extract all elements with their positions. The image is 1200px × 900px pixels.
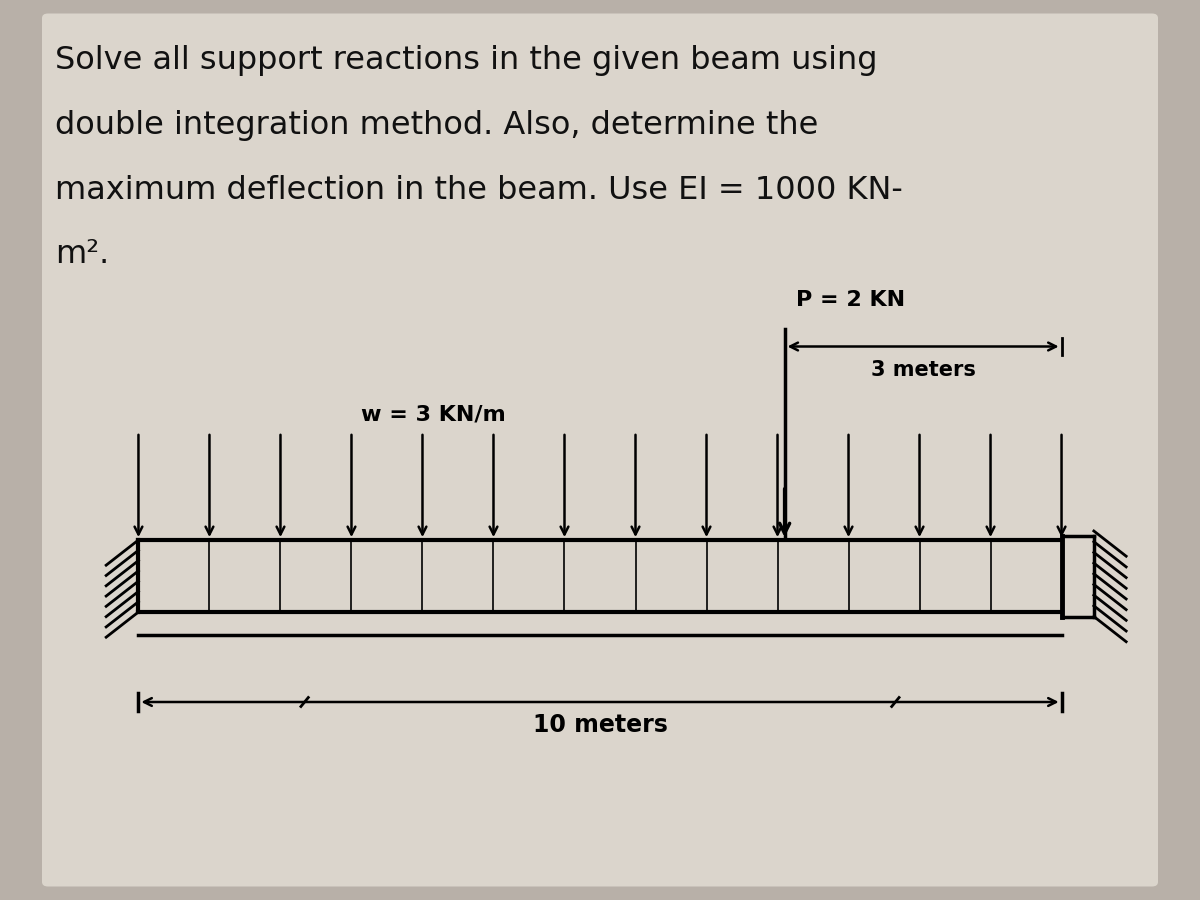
Text: 10 meters: 10 meters — [533, 713, 667, 737]
Text: P = 2 KN: P = 2 KN — [796, 291, 905, 310]
Text: double integration method. Also, determine the: double integration method. Also, determi… — [55, 110, 818, 140]
Text: w = 3 KN/m: w = 3 KN/m — [361, 405, 506, 425]
Text: 3 meters: 3 meters — [871, 360, 976, 380]
Text: Solve all support reactions in the given beam using: Solve all support reactions in the given… — [55, 45, 878, 76]
Text: maximum deflection in the beam. Use EI = 1000 KN-: maximum deflection in the beam. Use EI =… — [55, 175, 904, 205]
Text: m².: m². — [55, 239, 109, 270]
